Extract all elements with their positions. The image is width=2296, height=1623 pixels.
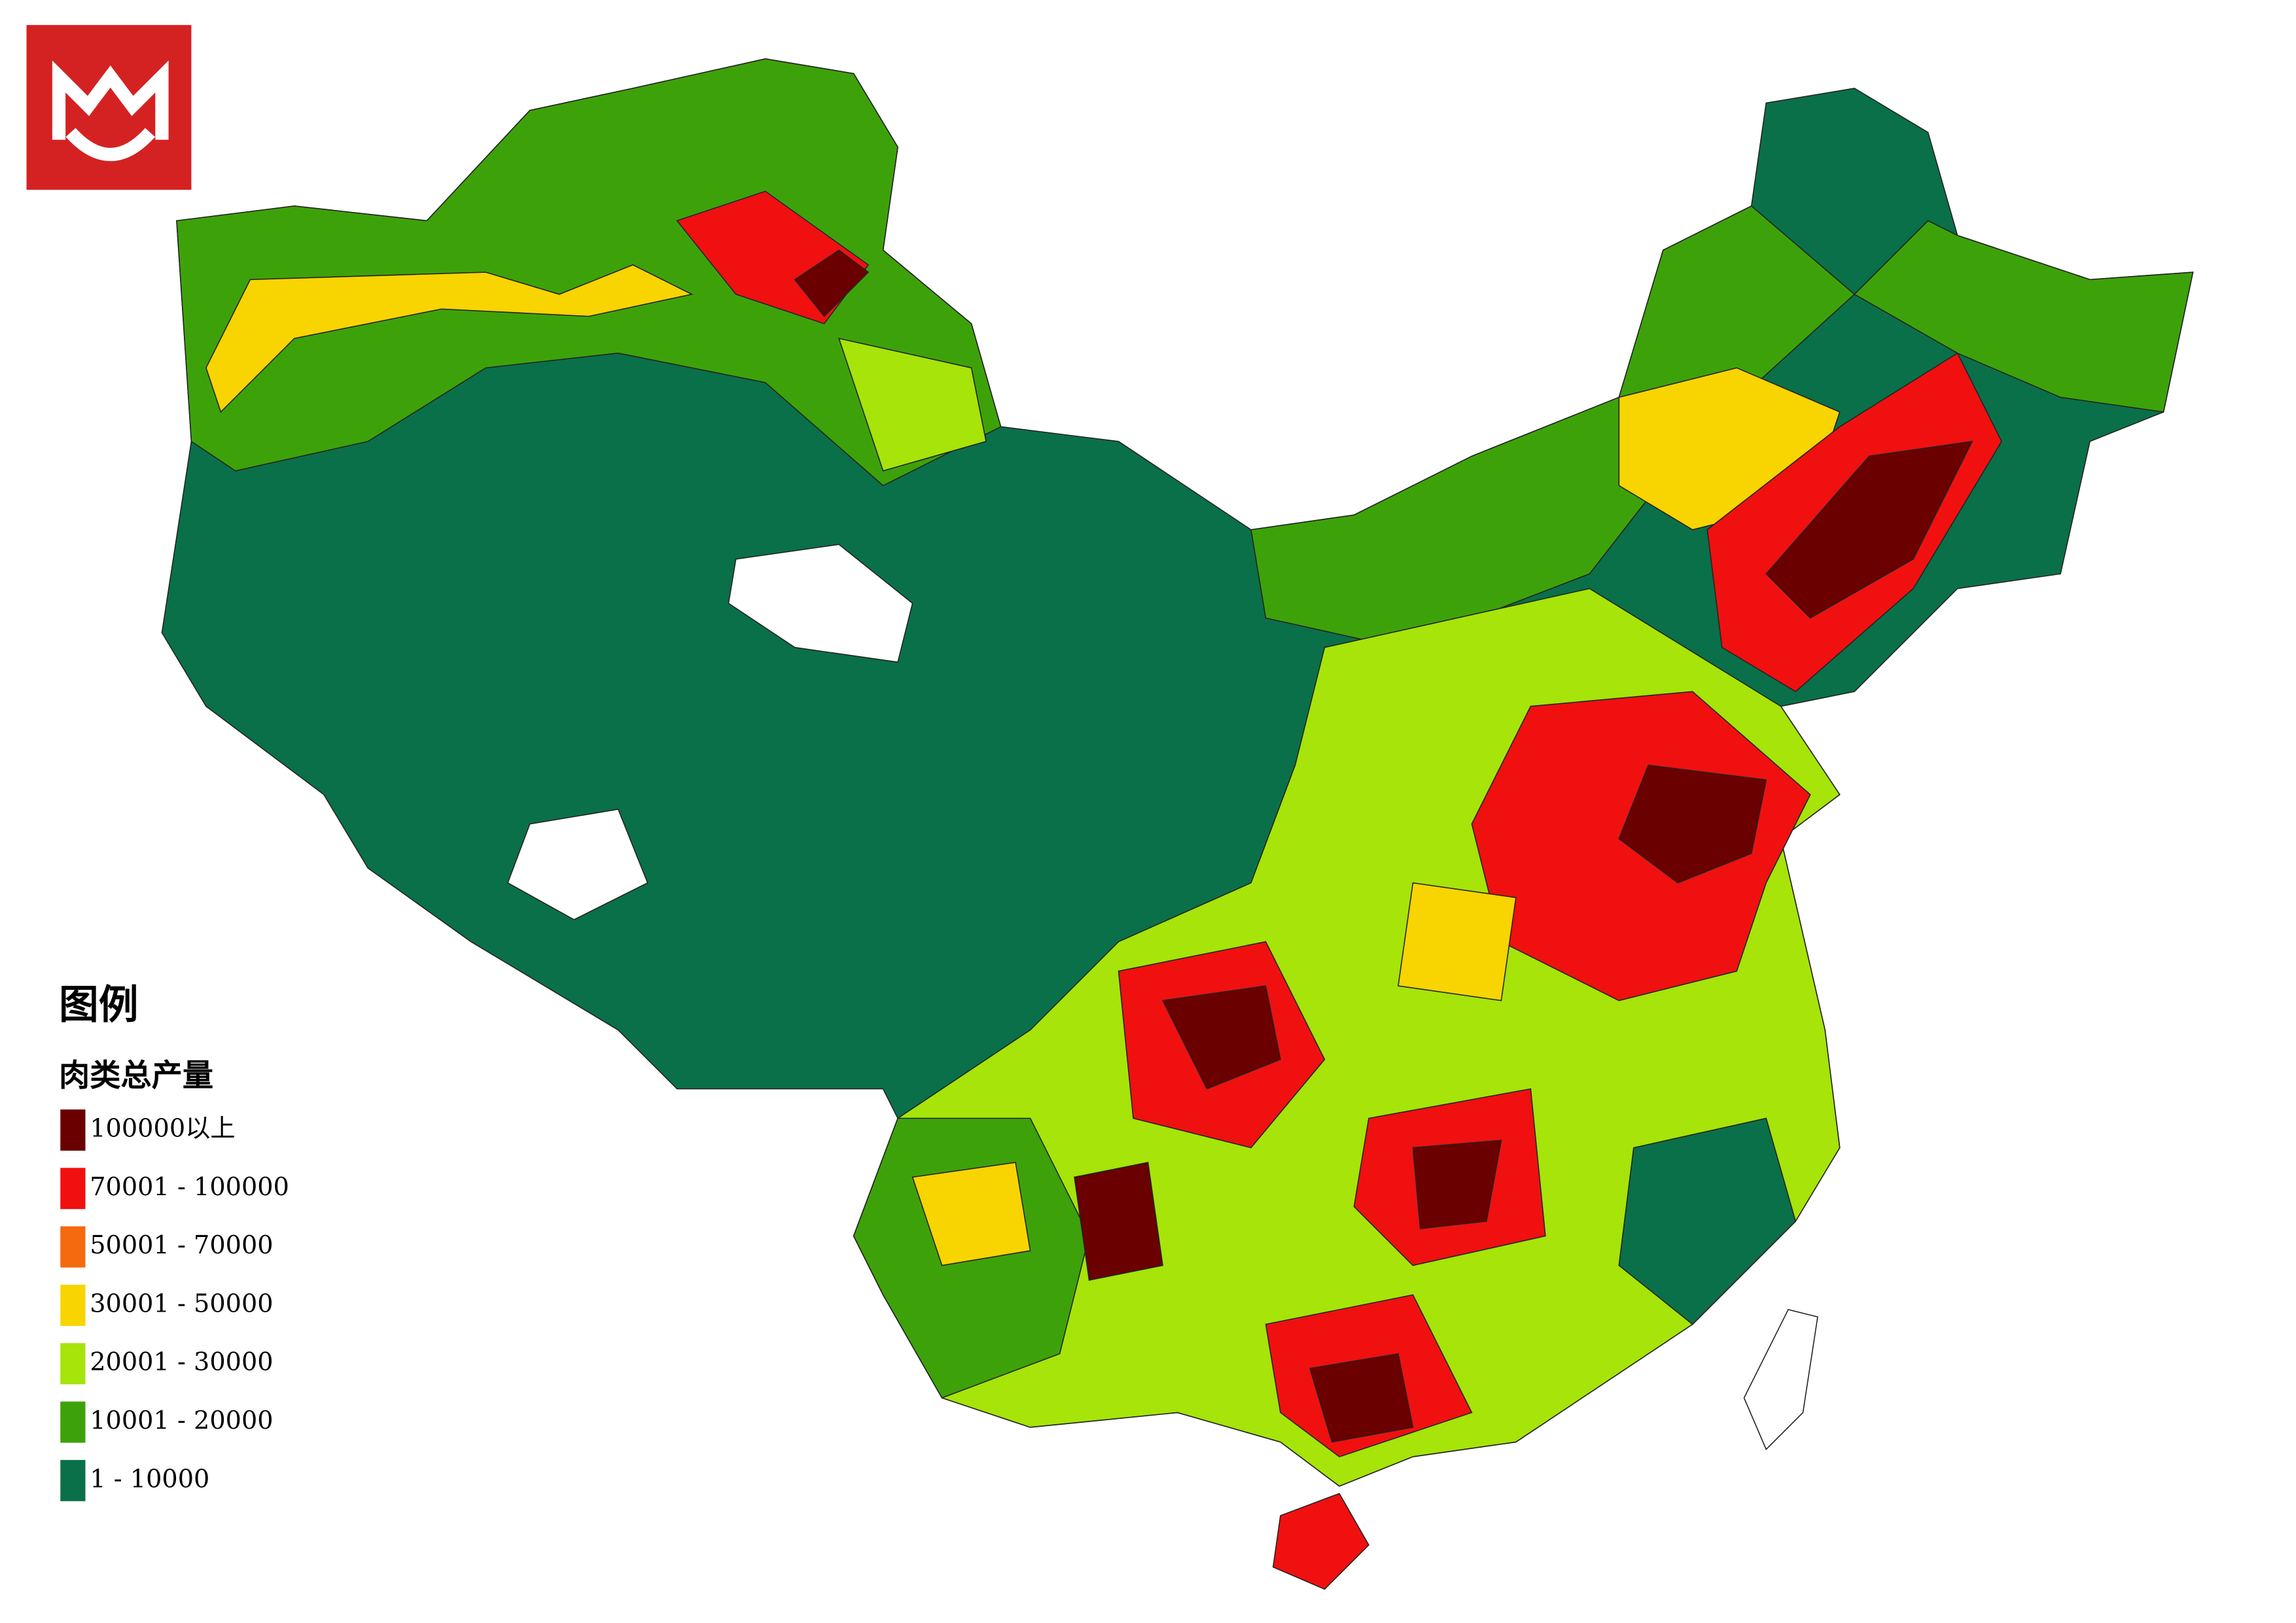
- yunnan-yellow: [911, 1162, 1031, 1266]
- legend-swatch: [60, 1284, 86, 1326]
- hunan-dark: [1412, 1140, 1502, 1230]
- hainan: [1272, 1493, 1369, 1590]
- legend-swatch: [60, 1226, 86, 1268]
- sichuan-dark: [1161, 985, 1281, 1090]
- taiwan: [1743, 1308, 1818, 1450]
- northeast-dark: [1765, 440, 1973, 619]
- legend-label: 1 - 10000: [90, 1465, 209, 1493]
- logo-g: [65, 128, 155, 162]
- guangxi-dark: [1309, 1353, 1414, 1443]
- heilongjiang: [1853, 220, 2194, 413]
- legend-label: 30001 - 50000: [90, 1289, 273, 1318]
- legend: 图例 肉类总产量 100000以上 70001 - 100000 50001 - 7…: [59, 983, 289, 1501]
- henan-yellow: [1397, 882, 1517, 1002]
- legend-label: 50001 - 70000: [90, 1231, 273, 1260]
- altay-dark: [794, 249, 870, 317]
- legend-swatch: [60, 1343, 86, 1385]
- legend-swatch: [60, 1168, 86, 1210]
- tibet-lake: [507, 809, 648, 920]
- lake-qinghai: [728, 544, 913, 663]
- logo-m: [52, 60, 169, 140]
- legend-swatch: [60, 1459, 86, 1501]
- legend-label: 70001 - 100000: [90, 1173, 289, 1202]
- legend-swatch: [60, 1109, 86, 1151]
- china-map: [161, 58, 2194, 1590]
- legend-label: 10001 - 20000: [90, 1406, 273, 1435]
- fujian-green: [1618, 1117, 1797, 1325]
- logo: [26, 25, 192, 190]
- legend-label: 100000以上: [90, 1114, 235, 1143]
- legend-title: 图例: [59, 983, 138, 1028]
- light-band: [838, 338, 987, 472]
- xinjiang-band: [205, 264, 694, 413]
- legend-label: 20001 - 30000: [90, 1348, 273, 1377]
- shandong-dark: [1618, 764, 1767, 884]
- xinjiang-north: [176, 58, 1002, 487]
- legend-swatch: [60, 1401, 86, 1443]
- guizhou-dark: [1074, 1162, 1163, 1281]
- legend-subtitle: 肉类总产量: [59, 1058, 213, 1094]
